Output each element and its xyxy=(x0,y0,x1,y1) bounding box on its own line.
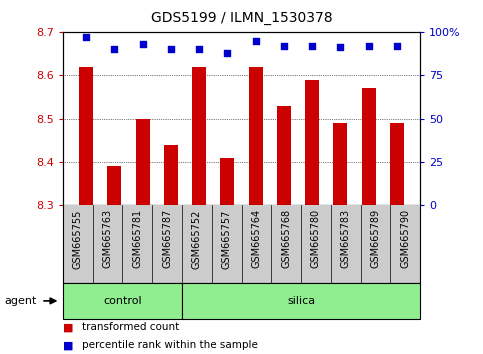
Bar xyxy=(192,67,206,205)
Point xyxy=(167,46,175,52)
Text: GDS5199 / ILMN_1530378: GDS5199 / ILMN_1530378 xyxy=(151,11,332,25)
Bar xyxy=(107,166,121,205)
Bar xyxy=(333,123,347,205)
Text: GSM665755: GSM665755 xyxy=(72,209,83,269)
Bar xyxy=(182,283,420,319)
Text: ■: ■ xyxy=(63,322,73,332)
Bar xyxy=(79,67,93,205)
Point xyxy=(337,45,344,50)
Text: GSM665752: GSM665752 xyxy=(192,209,202,269)
Point xyxy=(308,43,316,48)
Text: transformed count: transformed count xyxy=(82,322,179,332)
Bar xyxy=(277,105,291,205)
Point xyxy=(139,41,146,47)
Text: GSM665768: GSM665768 xyxy=(281,209,291,268)
Point xyxy=(224,50,231,56)
Text: GSM665780: GSM665780 xyxy=(311,209,321,268)
Point xyxy=(195,46,203,52)
Bar xyxy=(390,123,404,205)
Text: agent: agent xyxy=(5,296,37,306)
Text: GSM665783: GSM665783 xyxy=(341,209,351,268)
Point xyxy=(365,43,372,48)
Bar xyxy=(249,67,263,205)
Text: GSM665781: GSM665781 xyxy=(132,209,142,268)
Bar xyxy=(63,283,182,319)
Bar xyxy=(136,119,150,205)
Text: GSM665764: GSM665764 xyxy=(251,209,261,268)
Point xyxy=(280,43,288,48)
Text: GSM665787: GSM665787 xyxy=(162,209,172,268)
Text: ■: ■ xyxy=(63,340,73,350)
Bar xyxy=(164,145,178,205)
Text: GSM665790: GSM665790 xyxy=(400,209,411,268)
Text: GSM665757: GSM665757 xyxy=(222,209,232,269)
Point xyxy=(252,38,259,44)
Point xyxy=(393,43,401,48)
Text: GSM665789: GSM665789 xyxy=(370,209,381,268)
Bar xyxy=(220,158,234,205)
Text: control: control xyxy=(103,296,142,306)
Bar xyxy=(305,80,319,205)
Text: silica: silica xyxy=(287,296,315,306)
Text: GSM665763: GSM665763 xyxy=(102,209,113,268)
Text: percentile rank within the sample: percentile rank within the sample xyxy=(82,340,258,350)
Bar xyxy=(362,88,376,205)
Point xyxy=(111,46,118,52)
Point xyxy=(82,34,90,40)
